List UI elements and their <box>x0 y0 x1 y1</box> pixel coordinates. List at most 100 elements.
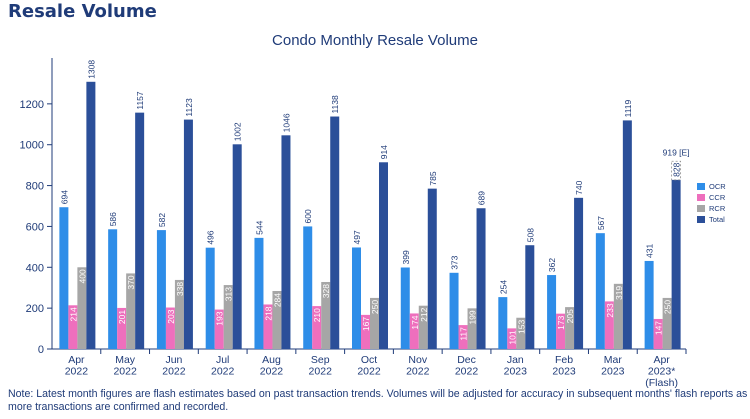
bar-rcr <box>321 281 331 349</box>
bar-total <box>183 119 193 349</box>
data-label: 218 <box>263 306 273 320</box>
y-tick-label: 200 <box>26 303 44 315</box>
legend-swatch-total <box>697 216 705 223</box>
bar-total <box>671 179 681 349</box>
data-label: 167 <box>361 317 371 331</box>
bar-ocr <box>449 272 459 349</box>
x-tick-label: Apr <box>653 354 670 366</box>
bar-ccr <box>409 313 419 349</box>
data-label: 174 <box>410 315 420 329</box>
x-tick-label: Aug <box>262 354 281 366</box>
data-label: 284 <box>272 293 282 307</box>
y-tick-label: 600 <box>26 221 44 233</box>
bar-total <box>379 162 388 349</box>
y-tick-label: 1200 <box>20 99 44 111</box>
legend-label: OCR <box>709 182 726 191</box>
x-tick-label: 2022 <box>455 366 479 378</box>
y-tick-label: 1000 <box>20 140 44 152</box>
bar-ccr <box>507 328 517 349</box>
x-tick-label: 2022 <box>357 366 381 378</box>
legend-swatch-ccr <box>697 194 705 201</box>
x-tick-label: 2022 <box>211 366 235 378</box>
data-label: 250 <box>370 300 380 314</box>
bar-rcr <box>418 305 428 349</box>
data-label: 694 <box>59 190 69 204</box>
data-label: 586 <box>108 212 118 226</box>
data-label: 600 <box>303 209 313 223</box>
legend-label: Total <box>709 215 725 224</box>
bar-total <box>86 81 96 350</box>
bar-rcr <box>272 290 282 349</box>
y-tick-label: 400 <box>26 262 44 274</box>
bar-rcr <box>467 308 477 349</box>
data-label: 338 <box>175 282 185 296</box>
bar-total <box>525 245 535 349</box>
x-tick-label: Feb <box>555 354 573 366</box>
bar-total <box>135 112 145 350</box>
bar-total <box>574 197 584 349</box>
legend-label: CCR <box>709 193 726 202</box>
data-label: 250 <box>663 300 673 314</box>
data-label: 400 <box>77 269 87 283</box>
x-tick-label: 2022 <box>309 366 333 378</box>
data-label: 193 <box>215 311 225 325</box>
bar-total <box>232 144 242 349</box>
data-label: 1046 <box>281 113 291 132</box>
x-tick-label: Mar <box>604 354 623 366</box>
bar-ccr <box>556 313 566 349</box>
data-label: 153 <box>516 319 526 333</box>
data-label: 210 <box>312 308 322 322</box>
data-label: 544 <box>254 220 264 234</box>
data-label: 508 <box>525 228 535 242</box>
estimate-label: 919 [E] <box>663 147 690 157</box>
bar-ccr <box>68 305 78 349</box>
x-tick-label: (Flash) <box>645 377 678 389</box>
x-tick-label: Apr <box>68 354 85 366</box>
x-tick-label: Sep <box>311 354 330 366</box>
data-label: 785 <box>428 171 438 185</box>
bar-rcr <box>516 317 526 349</box>
data-label: 203 <box>166 309 176 323</box>
bar-ccr <box>214 309 224 349</box>
bar-ocr <box>644 260 654 349</box>
bar-ccr <box>312 306 322 349</box>
data-label: 362 <box>547 258 557 272</box>
y-tick-label: 800 <box>26 181 44 193</box>
data-label: 431 <box>645 243 655 257</box>
data-label: 914 <box>379 145 389 159</box>
data-label: 1119 <box>623 99 633 117</box>
x-tick-label: 2022 <box>113 366 137 378</box>
data-label: 1157 <box>135 91 145 110</box>
data-label: 1308 <box>86 60 96 79</box>
data-label: 373 <box>450 255 460 269</box>
data-label: 497 <box>352 230 362 244</box>
bar-total <box>427 188 437 349</box>
x-tick-label: 2023 <box>552 366 576 378</box>
bar-rcr <box>77 267 87 349</box>
bar-ocr <box>254 237 264 349</box>
bar-ocr <box>59 207 69 349</box>
x-tick-label: Dec <box>457 354 476 366</box>
bar-ccr <box>604 301 614 349</box>
data-label: 567 <box>596 216 606 230</box>
x-tick-label: Oct <box>361 354 377 366</box>
data-label: 1002 <box>233 122 243 141</box>
bar-ccr <box>653 318 663 349</box>
legend-label: RCR <box>709 204 726 213</box>
bar-ocr <box>108 229 118 349</box>
bar-ocr <box>547 275 557 349</box>
data-label: 828 <box>672 162 682 176</box>
x-tick-label: 2023* <box>648 366 675 378</box>
data-label: 328 <box>321 284 331 298</box>
bar-ocr <box>498 297 508 349</box>
data-label: 689 <box>477 191 487 205</box>
bar-total <box>281 135 291 349</box>
bar-rcr <box>613 283 623 349</box>
bar-ccr <box>165 307 175 349</box>
data-label: 214 <box>68 307 78 321</box>
x-tick-label: Jul <box>216 354 229 366</box>
x-tick-label: 2023 <box>601 366 625 378</box>
bar-ccr <box>458 325 468 349</box>
